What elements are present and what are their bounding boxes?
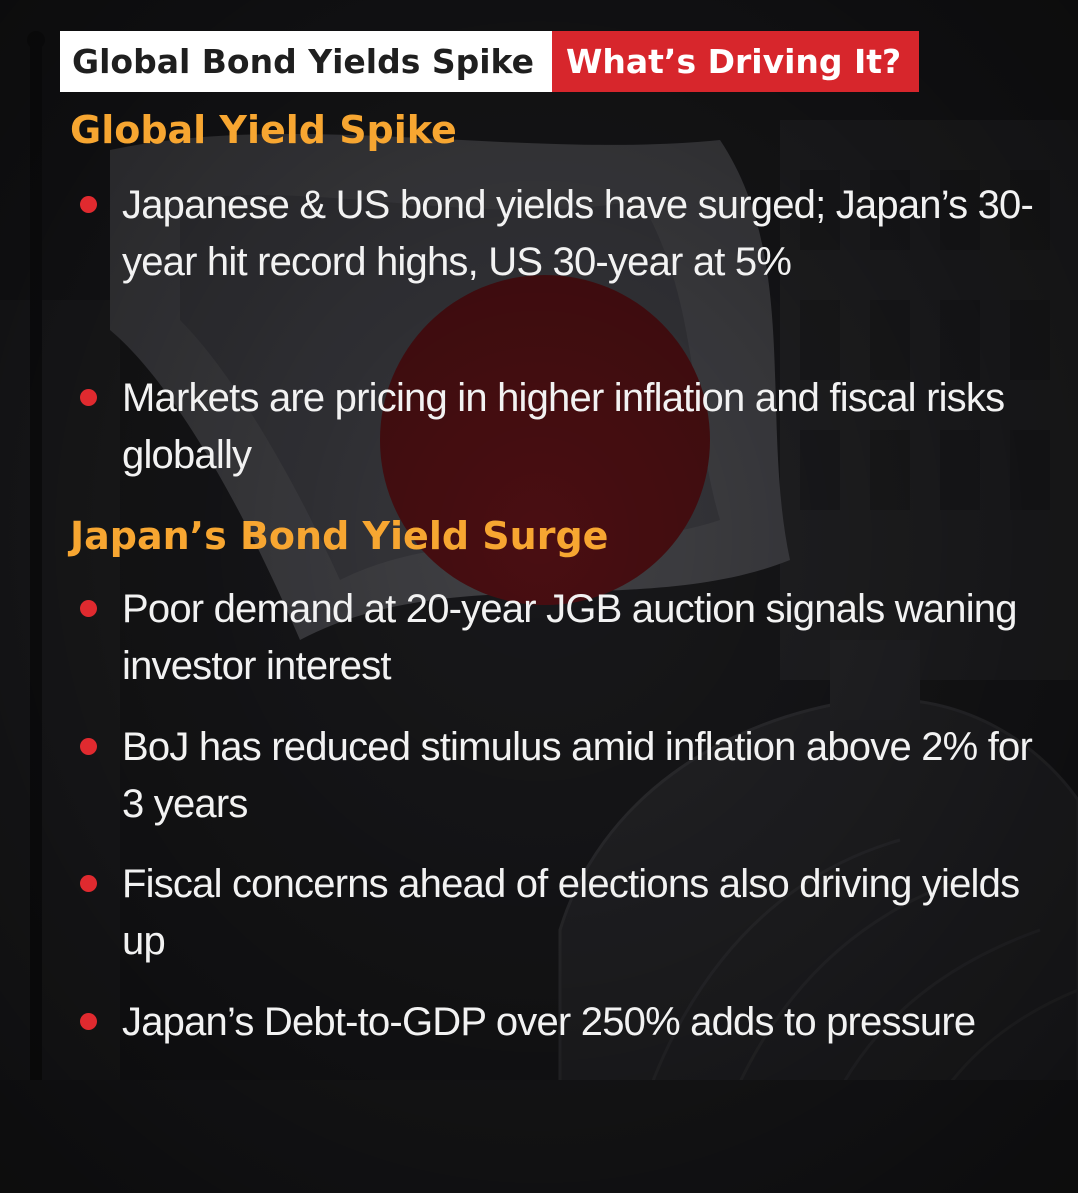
bullet-text: BoJ has reduced stimulus amid inflation … <box>122 725 1033 826</box>
bullet-item: Japanese & US bond yields have surged; J… <box>80 177 1040 291</box>
bullet-text: Poor demand at 20-year JGB auction signa… <box>122 587 1017 688</box>
bullet-item: Japan’s Debt-to-GDP over 250% adds to pr… <box>80 994 1040 1051</box>
bullet-text: Markets are pricing in higher inflation … <box>122 376 1005 477</box>
bullet-text: Japanese & US bond yields have surged; J… <box>122 183 1034 284</box>
bullet-dot <box>80 600 97 617</box>
bullet-item: Markets are pricing in higher inflation … <box>80 370 1040 484</box>
headline-tag: What’s Driving It? <box>551 31 920 92</box>
bullet-dot <box>80 196 97 213</box>
bullet-text: Japan’s Debt-to-GDP over 250% adds to pr… <box>122 1000 976 1044</box>
bullet-item: BoJ has reduced stimulus amid inflation … <box>80 719 1040 833</box>
bullet-text: Fiscal concerns ahead of elections also … <box>122 862 1020 963</box>
bullet-item: Poor demand at 20-year JGB auction signa… <box>80 581 1040 695</box>
bullet-dot <box>80 1013 97 1030</box>
bullet-dot <box>80 875 97 892</box>
bullet-dot <box>80 389 97 406</box>
bullet-dot <box>80 738 97 755</box>
title-banner: Global Bond Yields Spike What’s Driving … <box>60 31 920 92</box>
section-title-global-yield-spike: Global Yield Spike <box>70 108 457 152</box>
bullet-item: Fiscal concerns ahead of elections also … <box>80 856 1040 970</box>
section-title-japan-bond-yield-surge: Japan’s Bond Yield Surge <box>70 514 609 558</box>
headline: Global Bond Yields Spike <box>60 31 552 92</box>
